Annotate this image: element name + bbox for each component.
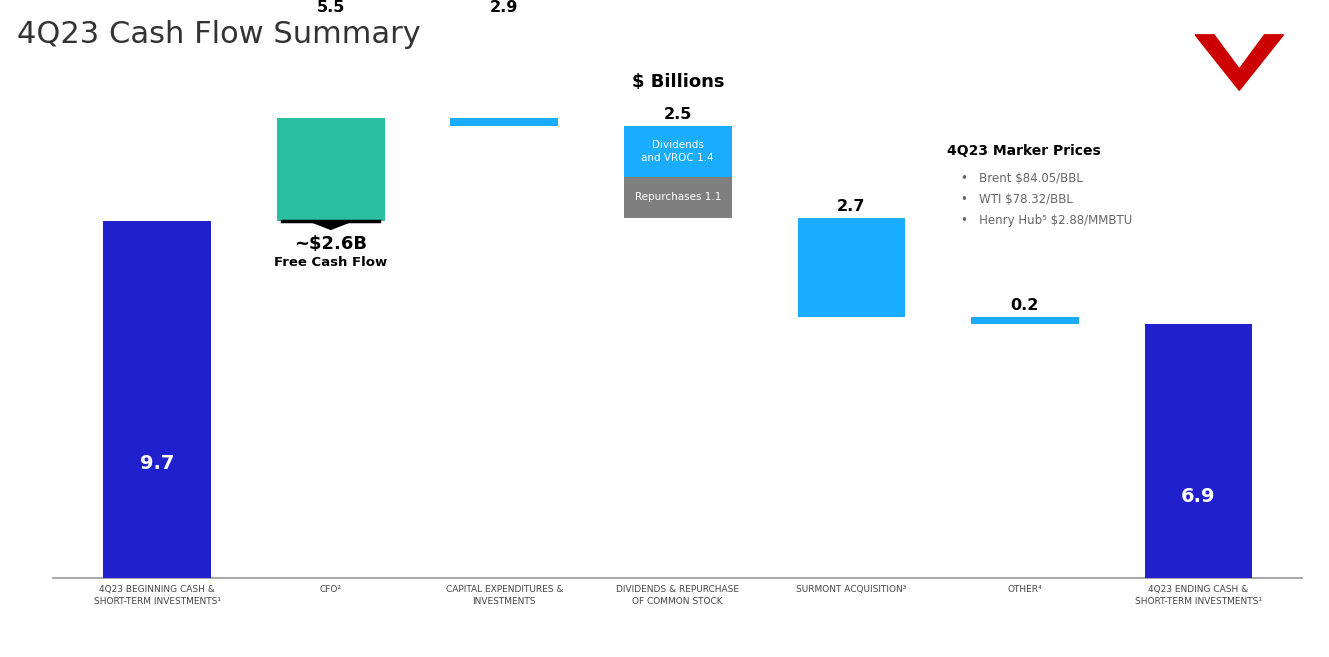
Text: Free Cash Flow: Free Cash Flow [274,256,387,269]
Bar [797,217,905,317]
Bar [276,19,384,221]
Bar [625,177,731,217]
Text: Repurchases 1.1: Repurchases 1.1 [635,193,720,202]
Text: 4Q23 Marker Prices: 4Q23 Marker Prices [946,144,1100,158]
Text: 6.9: 6.9 [1181,487,1216,507]
Text: 2.5: 2.5 [663,107,692,122]
Bar [451,19,558,125]
Polygon shape [1195,35,1284,91]
Text: 0.2: 0.2 [1010,298,1039,313]
Text: •   Brent $84.05/BBL: • Brent $84.05/BBL [961,171,1083,185]
Text: $ Billions: $ Billions [631,73,724,91]
Text: 4Q23 Cash Flow Summary: 4Q23 Cash Flow Summary [17,20,421,49]
Text: ~$2.6B: ~$2.6B [294,235,367,253]
Bar [625,125,731,177]
Text: 9.7: 9.7 [140,455,174,474]
Text: 2.9: 2.9 [490,0,518,15]
Bar [104,221,211,578]
Text: Dividends
and VROC 1.4: Dividends and VROC 1.4 [642,140,714,162]
Text: •   WTI $78.32/BBL: • WTI $78.32/BBL [961,193,1073,206]
Text: 2.7: 2.7 [837,199,865,214]
Bar [1144,325,1252,578]
Text: 5.5: 5.5 [316,0,346,15]
Text: •   Henry Hub⁵ $2.88/MMBTU: • Henry Hub⁵ $2.88/MMBTU [961,214,1132,227]
Polygon shape [310,221,352,229]
Bar [971,317,1079,325]
